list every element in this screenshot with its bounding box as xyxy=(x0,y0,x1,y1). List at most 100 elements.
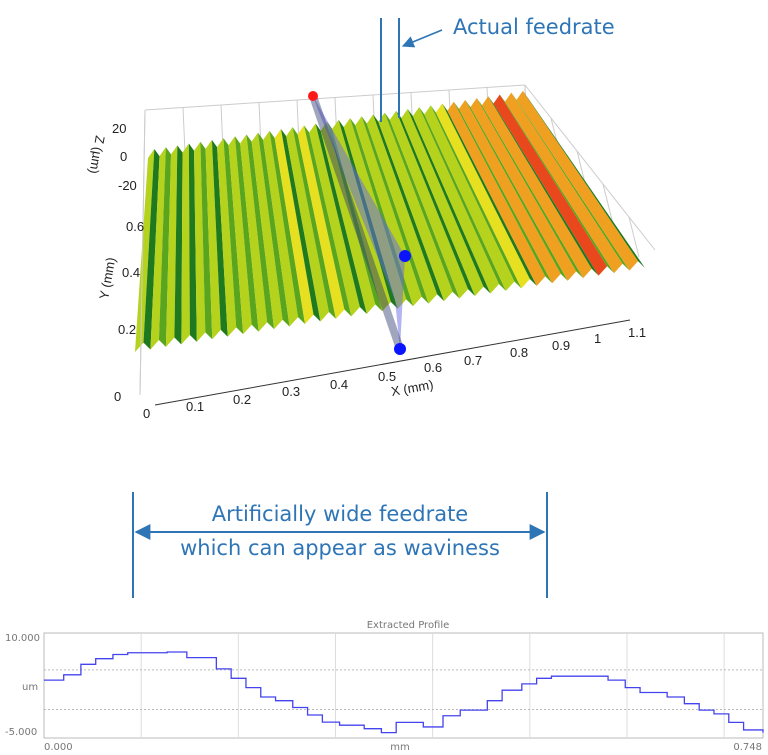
surface-ridge-shadow xyxy=(143,149,160,350)
surface-ridge-light xyxy=(217,138,237,337)
surface-ridge-shadow xyxy=(174,145,183,345)
x-tick-label: 0.3 xyxy=(282,384,300,399)
y-tick-label: 0.2 xyxy=(118,322,136,337)
surface-ridge-light xyxy=(263,130,299,327)
surface-ridge-light xyxy=(228,136,252,335)
surface-ridge-light xyxy=(389,110,469,299)
x-tick-labels: 0 0.1 0.2 0.3 0.4 0.5 0.6 0.7 0.8 0.9 1 1.1 xyxy=(143,325,646,421)
surface-ridge-shadow xyxy=(327,121,383,312)
surface-ridge-shadow xyxy=(453,101,553,284)
wide-feedrate-line1: Artificially wide feedrate xyxy=(212,502,468,526)
surface-ridge-light xyxy=(424,105,515,291)
surface-ridge-light xyxy=(274,129,314,324)
surface-ridge-light xyxy=(135,149,155,352)
y-axis-label: um xyxy=(22,682,38,693)
surface-ridge-light xyxy=(401,109,484,296)
surface-ridge-shadow xyxy=(234,136,259,332)
x-tick-min: 0.000 xyxy=(44,742,73,753)
surface-ridge-shadow xyxy=(158,147,172,347)
surface-ridge-light xyxy=(366,114,438,304)
surface-ridge-light xyxy=(378,112,453,302)
surface-ridges xyxy=(135,90,645,352)
surface-ridge-light xyxy=(470,98,577,281)
plot-area xyxy=(43,632,764,739)
surface-ridge-light xyxy=(205,139,221,340)
surface-ridge-light xyxy=(493,94,608,276)
surface-ridge-shadow xyxy=(499,94,615,274)
surface-ridge-shadow xyxy=(188,143,197,342)
surface-ridge-light xyxy=(150,147,166,350)
surface-ridge-light xyxy=(435,103,530,289)
surface-ridge-light xyxy=(458,99,561,284)
y-tick-label: 0.6 xyxy=(126,219,144,234)
surface-ridge-shadow xyxy=(442,103,537,286)
surface-ridge-light xyxy=(504,92,623,274)
surface-ridge-light xyxy=(181,143,190,345)
x-tick-label: 0.5 xyxy=(378,369,396,384)
surface-ridge-light xyxy=(447,101,546,286)
surface-plot-3d: 0 0.1 0.2 0.3 0.4 0.5 0.6 0.7 0.8 0.9 1 1.1 0 0.2 0.4… xyxy=(86,84,656,421)
surface-ridge-shadow xyxy=(430,105,522,289)
x-axis-label: X (mm) xyxy=(390,377,435,399)
surface-ridge-shadow xyxy=(419,107,506,291)
surface-ridge-shadow xyxy=(292,127,336,319)
surface-ridge-light xyxy=(286,127,329,322)
surface-ridge-shadow xyxy=(281,129,321,322)
grid xyxy=(140,633,725,738)
x-tick-label: 0.1 xyxy=(186,399,204,414)
surface-ridge-light xyxy=(194,141,206,342)
y-tick-max: 10.000 xyxy=(5,633,40,644)
surface-ridge-shadow xyxy=(200,141,213,340)
surface-ridge-shadow xyxy=(488,96,599,276)
y-tick-min: -5.000 xyxy=(5,727,37,738)
surface-ridge-light xyxy=(297,125,345,319)
x-tick-label: 0 xyxy=(143,406,150,421)
z-tick-label: 0 xyxy=(120,149,127,164)
surface-ridge-light xyxy=(309,123,360,317)
surface-ridge-shadow xyxy=(396,110,475,297)
wide-feedrate-annotation: Artificially wide feedrate which can app… xyxy=(132,492,548,598)
surface-ridge-light xyxy=(481,96,592,279)
surface-ridge-shadow xyxy=(304,125,352,317)
y-tick-label: 0.4 xyxy=(122,265,140,280)
x-tick-max: 0.748 xyxy=(733,742,762,753)
marker-mid xyxy=(399,250,411,262)
actual-feedrate-label: Actual feedrate xyxy=(453,15,615,39)
surface-ridge-shadow xyxy=(384,112,460,299)
surface-ridge-light xyxy=(251,132,283,330)
z-tick-label: 20 xyxy=(112,121,126,136)
surface-ridge-shadow xyxy=(315,123,367,314)
z-tick-labels: 20 0 -20 xyxy=(112,121,137,193)
surface-ridge-shadow xyxy=(407,109,491,294)
x-axis-label: mm xyxy=(390,742,409,753)
x-tick-label: 0.4 xyxy=(330,377,348,392)
surface-ridge-shadow xyxy=(269,130,305,324)
surface-ridge-light xyxy=(320,121,376,314)
surface-ridge-shadow xyxy=(361,116,429,304)
surface-ridge-light xyxy=(516,90,639,271)
x-tick-label: 0.6 xyxy=(424,360,442,375)
x-tick-label: 0.2 xyxy=(233,392,251,407)
surface-ridge-light xyxy=(165,145,178,347)
surface-ridge-shadow xyxy=(465,99,568,281)
y-axis-label: Y (mm) xyxy=(96,256,118,300)
x-tick-label: 0.8 xyxy=(510,345,528,360)
surface-ridge-shadow xyxy=(223,138,244,335)
surface-ridge-shadow xyxy=(522,90,645,269)
marker-end xyxy=(394,343,406,355)
arrow-icon xyxy=(401,29,443,48)
marker-start xyxy=(308,91,318,101)
surface-ridge-shadow xyxy=(511,92,630,271)
surface-ridge-shadow xyxy=(257,132,290,327)
x-tick-label: 0.7 xyxy=(464,353,482,368)
chart-title: Extracted Profile xyxy=(367,620,450,631)
x-tick-label: 1 xyxy=(594,331,601,346)
surface-ridge-light xyxy=(240,134,268,332)
x-tick-label: 1.1 xyxy=(628,325,646,340)
z-tick-label: -20 xyxy=(118,178,137,193)
y-tick-labels: 0 0.2 0.4 0.6 xyxy=(114,219,144,404)
y-axis-line xyxy=(139,109,146,396)
profile-line xyxy=(44,651,764,734)
surface-ridge-light xyxy=(412,107,499,294)
